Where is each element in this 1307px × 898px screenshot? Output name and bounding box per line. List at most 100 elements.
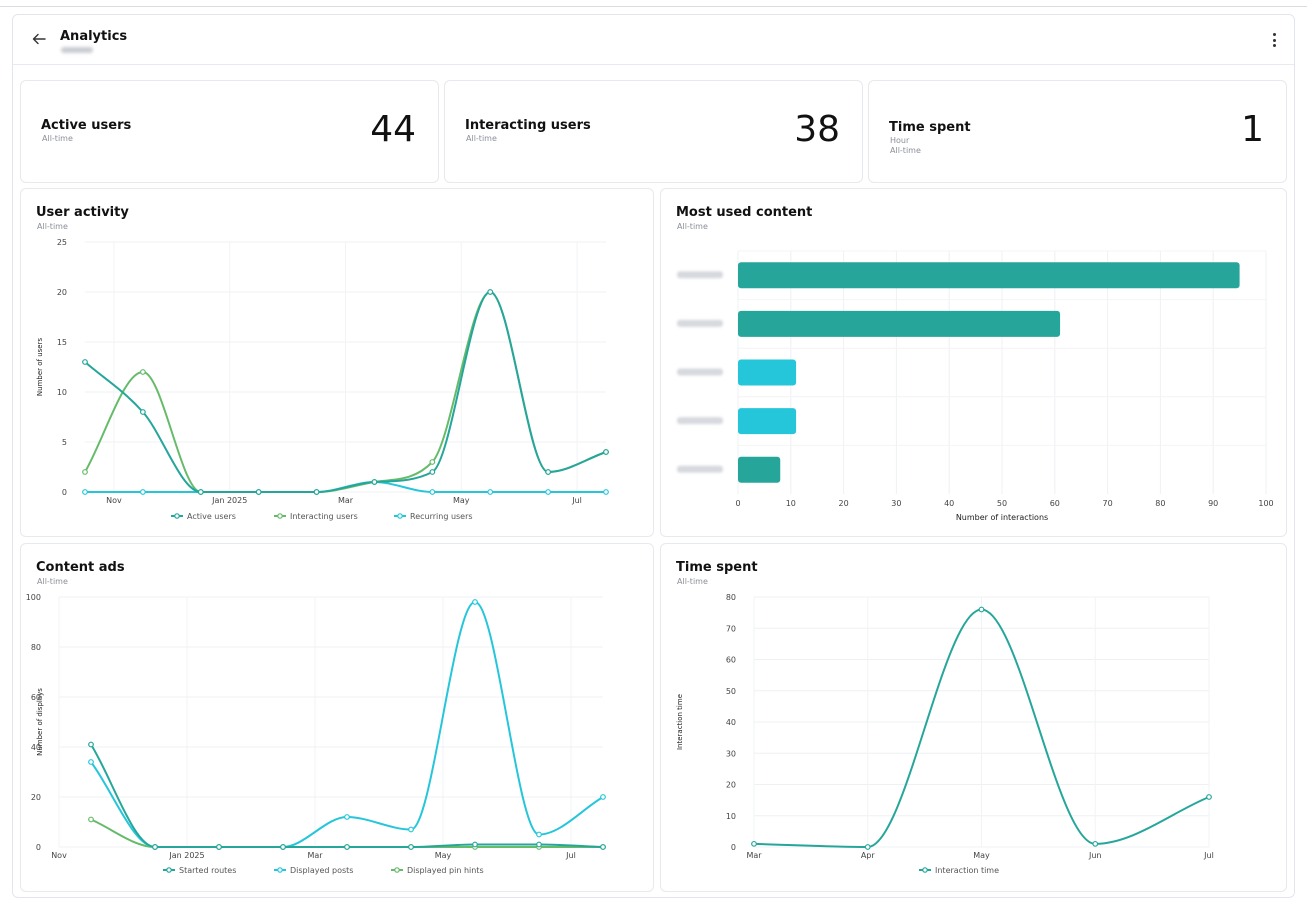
x-tick-label: 100 <box>1258 499 1273 508</box>
series-line <box>90 600 604 848</box>
x-axis-label: Number of interactions <box>956 513 1048 522</box>
data-point <box>197 489 204 495</box>
x-tick-label: 70 <box>1103 499 1113 508</box>
chart-subtitle: All-time <box>677 577 708 586</box>
data-point <box>82 489 88 495</box>
data-point <box>545 469 552 475</box>
chart-subtitle: All-time <box>677 222 708 231</box>
y-tick-label: 70 <box>726 624 736 633</box>
x-tick-label: 0 <box>735 499 740 508</box>
more-vertical-icon[interactable] <box>1268 31 1280 49</box>
y-tick-label: 100 <box>26 593 41 602</box>
y-tick-label: 0 <box>62 488 67 497</box>
y-tick-label: 80 <box>31 643 41 652</box>
chart-title: Most used content <box>676 205 813 220</box>
data-point <box>82 469 88 475</box>
data-point <box>408 826 414 833</box>
x-tick-label: 90 <box>1208 499 1218 508</box>
data-point <box>139 409 146 415</box>
data-point <box>408 844 414 850</box>
y-tick-label: 40 <box>726 718 736 727</box>
y-tick-label: 20 <box>726 781 736 790</box>
data-point <box>472 841 478 848</box>
bar-label-redacted <box>677 417 723 425</box>
data-point <box>313 489 320 495</box>
x-tick-label: 30 <box>891 499 901 508</box>
bar <box>738 359 797 386</box>
legend-marker <box>394 867 400 873</box>
y-tick-label: 25 <box>57 238 67 247</box>
data-point <box>88 816 94 823</box>
data-point <box>255 489 262 495</box>
x-tick-label: 80 <box>1155 499 1165 508</box>
x-tick-label: Apr <box>861 851 876 860</box>
kpi-unit: Hour <box>890 136 910 145</box>
content-ads-card: Content ads All-time 0 20 40 60 80 100 Nov Jan … <box>20 543 654 892</box>
data-point <box>600 794 606 800</box>
bar-label-redacted <box>677 319 723 327</box>
legend-marker <box>397 513 403 519</box>
chart-subtitle: All-time <box>37 577 68 586</box>
chart-subtitle: All-time <box>37 222 68 231</box>
data-point <box>429 469 436 475</box>
legend-label: Active users <box>187 512 236 521</box>
kpi-value: 38 <box>794 109 840 150</box>
y-axis-label: Interaction time <box>676 694 684 750</box>
grid <box>753 596 1210 848</box>
x-tick-label: Jul <box>565 851 576 860</box>
x-tick-label: Mar <box>307 851 323 860</box>
legend-marker <box>277 513 283 519</box>
legend-label: Interaction time <box>935 866 999 875</box>
user-activity-chart: 0 5 10 15 20 25 Nov Jan 2025 Mar May Jul Number of … <box>36 238 609 521</box>
y-tick-label: 80 <box>726 593 736 602</box>
x-tick-label: May <box>973 851 990 860</box>
x-tick-label: 10 <box>786 499 796 508</box>
y-tick-label: 15 <box>57 338 67 347</box>
x-tick-label: Jul <box>1203 851 1214 860</box>
kpi-period: All-time <box>466 134 497 143</box>
data-point <box>864 844 871 850</box>
legend-label: Interacting users <box>290 512 358 521</box>
y-tick-label: 20 <box>31 793 41 802</box>
grid <box>85 241 606 493</box>
bar <box>738 310 1061 337</box>
data-point <box>536 831 542 838</box>
bar-label-redacted <box>677 368 723 376</box>
data-point <box>487 489 494 495</box>
data-point <box>88 759 94 765</box>
data-point <box>536 841 542 848</box>
time-spent-card: Time spent All-time 0 10 20 30 40 50 60 70 80 Mar… <box>660 543 1287 892</box>
bar <box>738 456 781 483</box>
kpi-card-active-users: Active users All-time 44 <box>20 80 439 183</box>
time-spent-chart: 0 10 20 30 40 50 60 70 80 Mar Apr May Jun Jul Interact… <box>676 593 1214 875</box>
x-tick-label: Nov <box>106 496 122 505</box>
x-tick-label: Jul <box>571 496 582 505</box>
y-axis-label: Number of displays <box>36 688 44 756</box>
kpi-label: Time spent <box>889 120 971 135</box>
legend-marker <box>922 867 928 873</box>
x-tick-label: 40 <box>944 499 954 508</box>
legend-label: Displayed pin hints <box>407 866 484 875</box>
y-tick-label: 10 <box>57 388 67 397</box>
grid <box>58 596 603 848</box>
y-tick-label: 60 <box>726 656 736 665</box>
kpi-card-interacting-users: Interacting users All-time 38 <box>444 80 863 183</box>
data-point <box>152 844 158 850</box>
data-point <box>88 741 94 748</box>
x-tick-label: Jan 2025 <box>211 496 247 505</box>
legend-marker <box>166 867 172 873</box>
x-tick-label: May <box>435 851 452 860</box>
kpi-card-time-spent: Time spent Hour All-time 1 <box>868 80 1287 183</box>
data-point <box>545 489 552 495</box>
most-used-content-card: Most used content All-time 0 10 20 30 40 50 60… <box>660 188 1287 537</box>
back-button[interactable] <box>29 29 49 49</box>
y-tick-label: 30 <box>726 749 736 758</box>
x-tick-label: Mar <box>746 851 762 860</box>
arrow-left-icon <box>32 33 46 45</box>
data-point <box>216 844 222 850</box>
data-point <box>472 599 478 605</box>
data-point <box>751 840 757 847</box>
data-point <box>371 479 378 485</box>
y-axis-label: Number of users <box>36 338 44 397</box>
data-point <box>82 359 88 365</box>
